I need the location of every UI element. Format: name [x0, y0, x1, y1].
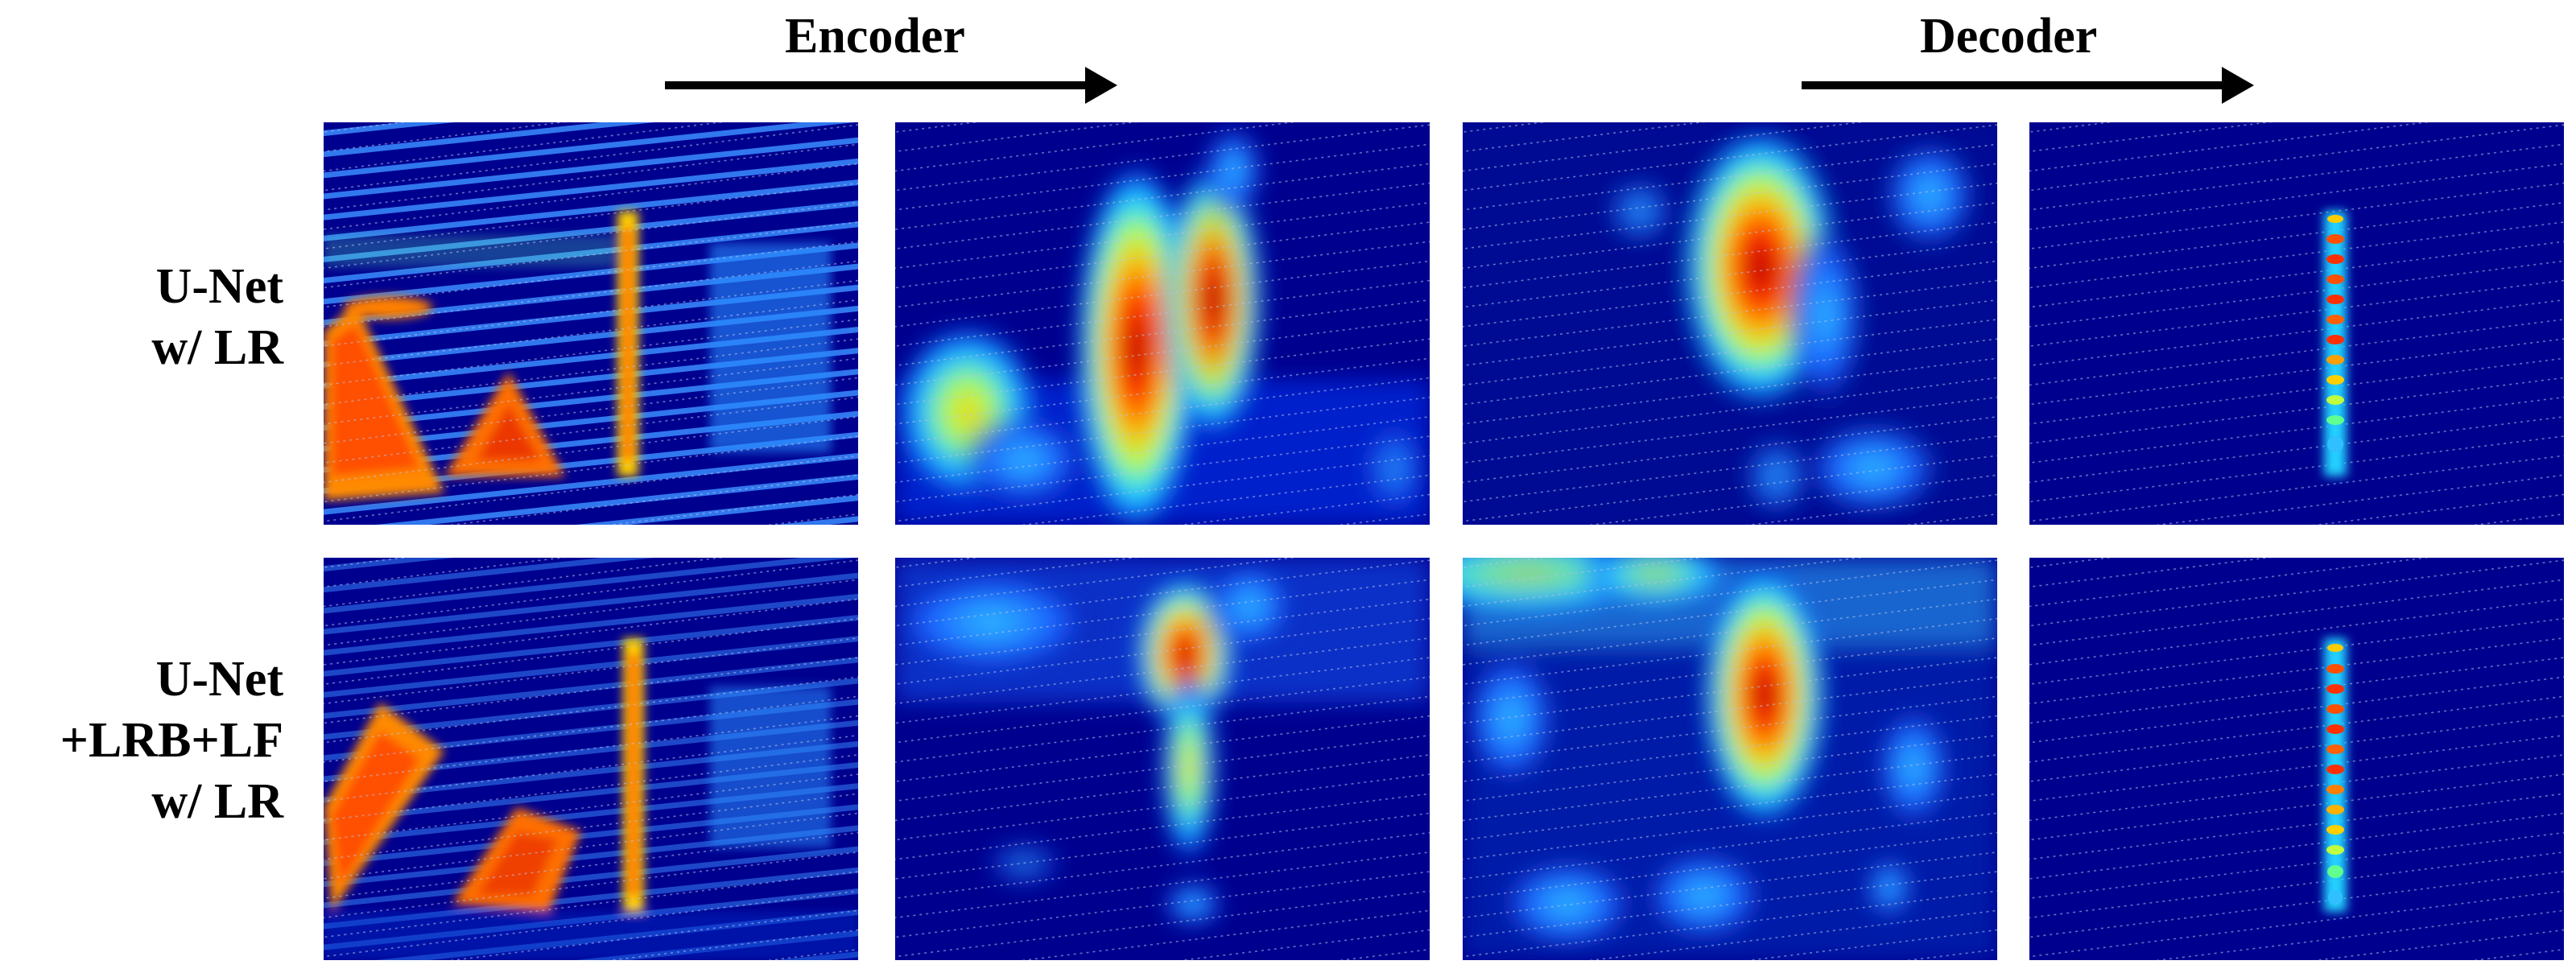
heatmap-image — [1463, 558, 1997, 960]
encoder-arrow-icon — [665, 67, 1117, 104]
heatmap-image — [324, 558, 858, 960]
row-label-line: +LRB+LF — [60, 713, 283, 768]
row-label-unet-lrb-lf-lr: U-Net +LRB+LF w/ LR — [60, 649, 283, 832]
heatmap-panel-r0-c3 — [2029, 122, 2564, 525]
heatmap-image — [895, 122, 1430, 525]
heatmap-panel-r1-c1 — [895, 558, 1430, 960]
heatmap-panel-r1-c3 — [2029, 558, 2564, 960]
heatmap-panel-r0-c1 — [895, 122, 1430, 525]
heatmap-image — [2029, 558, 2564, 960]
row-label-line: w/ LR — [151, 320, 283, 375]
heatmap-panel-r0-c0 — [324, 122, 858, 525]
row-label-line: U-Net — [155, 259, 283, 314]
row-label-line: U-Net — [155, 652, 283, 707]
heatmap-image — [895, 558, 1430, 960]
row-label-unet-lr: U-Net w/ LR — [151, 256, 283, 378]
decoder-title: Decoder — [1920, 9, 2098, 64]
heatmap-image — [324, 122, 858, 525]
heatmap-panel-r1-c2 — [1463, 558, 1997, 960]
heatmap-image — [1463, 122, 1997, 525]
heatmap-panel-r1-c0 — [324, 558, 858, 960]
row-label-line: w/ LR — [151, 774, 283, 829]
decoder-arrow-icon — [1802, 67, 2254, 104]
encoder-title: Encoder — [785, 9, 965, 64]
heatmap-panel-r0-c2 — [1463, 122, 1997, 525]
heatmap-image — [2029, 122, 2564, 525]
